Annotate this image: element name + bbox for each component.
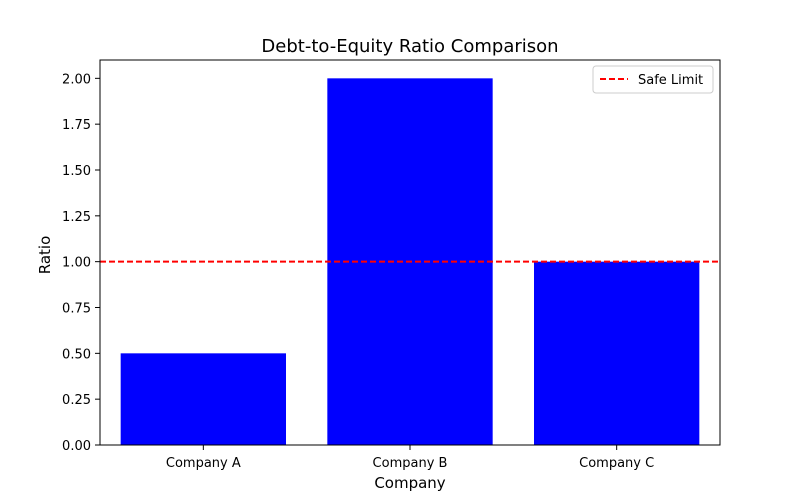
x-tick-label: Company C (579, 456, 654, 471)
bar (534, 261, 700, 445)
y-axis-label: Ratio (36, 236, 54, 275)
y-tick-label: 2.00 (62, 72, 91, 87)
x-tick-label: Company A (166, 456, 241, 471)
y-tick-label: 0.50 (62, 347, 91, 362)
x-axis-label: Company (374, 474, 445, 492)
y-tick-label: 0.25 (62, 393, 91, 408)
legend: Safe Limit (592, 65, 714, 94)
legend-label: Safe Limit (638, 73, 703, 88)
chart-title: Debt-to-Equity Ratio Comparison (261, 36, 558, 57)
y-tick-label: 1.50 (62, 164, 91, 179)
bar (120, 353, 287, 445)
x-tick-label: Company B (373, 456, 448, 471)
y-tick-label: 1.25 (62, 210, 91, 225)
y-tick-label: 0.00 (62, 439, 91, 454)
legend-box (592, 65, 714, 94)
x-axis: Company A Company B Company C (166, 445, 654, 471)
y-tick-label: 1.00 (62, 256, 91, 271)
y-axis: 0.00 0.25 0.50 0.75 1.00 1.25 1.50 1.75 2.00 (62, 72, 100, 454)
y-tick-label: 1.75 (62, 118, 91, 133)
y-tick-label: 0.75 (62, 302, 91, 317)
